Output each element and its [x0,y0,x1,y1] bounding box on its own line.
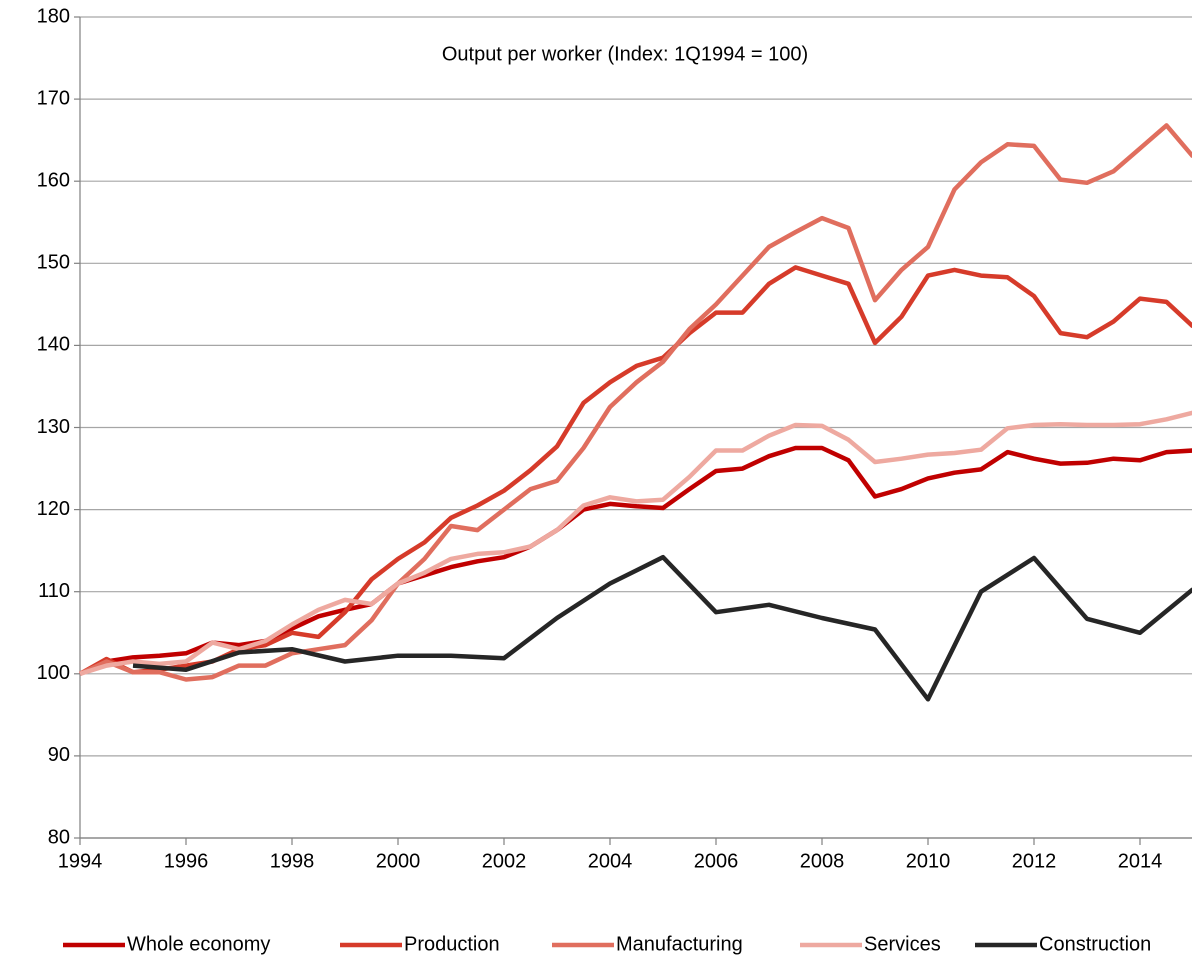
x-tick-label: 2014 [1118,850,1163,872]
chart-title: Output per worker (Index: 1Q1994 = 100) [442,43,808,65]
x-tick-label: 2002 [482,850,527,872]
y-tick-label: 140 [37,334,70,356]
legend-label: Services [864,933,941,955]
series-line [132,554,1192,702]
legend-label: Construction [1039,933,1151,955]
x-tick-label: 2010 [906,850,951,872]
x-tick-label: 2008 [800,850,845,872]
x-tick-label: 2000 [376,850,421,872]
x-tick-label: 1996 [164,850,209,872]
y-tick-label: 100 [37,662,70,684]
series-line [79,123,1192,682]
y-tick-label: 90 [48,744,70,766]
legend-label: Whole economy [127,933,270,955]
series-line [79,410,1192,676]
x-tick-label: 1994 [58,850,103,872]
y-tick-label: 130 [37,416,70,438]
series-line [78,265,1192,676]
series-line [79,445,1192,676]
legend-label: Production [404,933,500,955]
x-tick-label: 1998 [270,850,315,872]
y-tick-label: 150 [37,252,70,274]
y-tick-label: 80 [48,826,70,848]
legend-label: Manufacturing [616,933,743,955]
x-tick-label: 2004 [588,850,633,872]
y-tick-label: 180 [37,5,70,27]
x-tick-label: 2006 [694,850,739,872]
y-tick-label: 170 [37,87,70,109]
x-tick-label: 2012 [1012,850,1057,872]
y-tick-label: 120 [37,498,70,520]
y-tick-label: 110 [38,580,70,602]
y-tick-label: 160 [37,169,70,191]
